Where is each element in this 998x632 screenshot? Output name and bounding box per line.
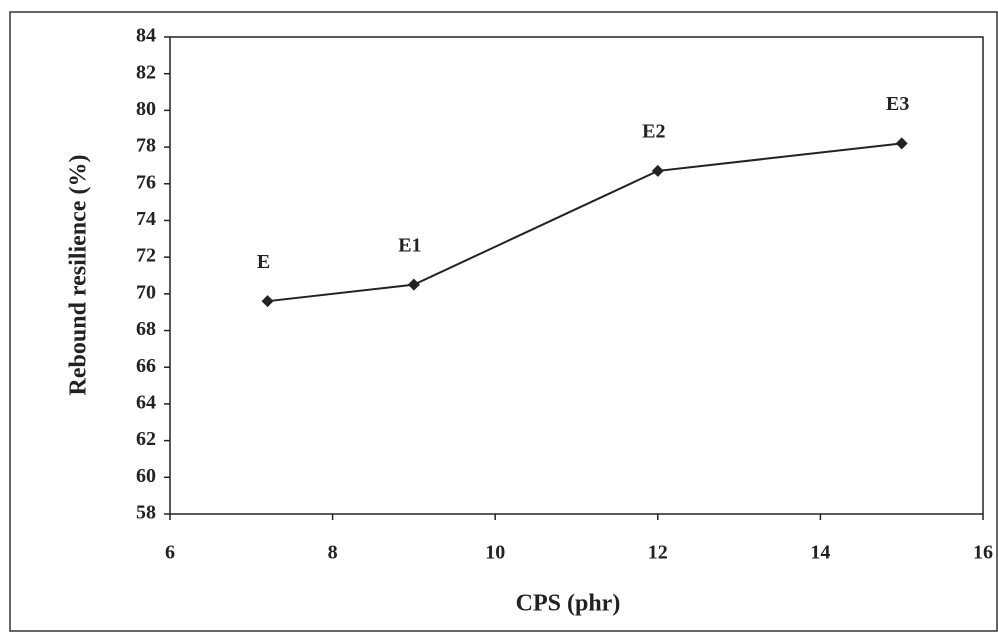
y-tick-label: 80	[136, 98, 156, 120]
x-tick-label: 8	[328, 542, 338, 564]
y-tick-label: 74	[136, 208, 156, 230]
frame	[9, 11, 998, 632]
y-tick-label: 76	[136, 171, 156, 193]
y-tick-label: 84	[136, 25, 156, 47]
x-tick-label: 6	[165, 542, 175, 564]
y-tick-label: 64	[136, 392, 156, 414]
x-tick-label: 16	[973, 542, 993, 564]
y-tick-label: 72	[136, 245, 156, 267]
y-tick-label: 68	[136, 318, 156, 340]
marker	[895, 137, 908, 150]
y-tick-label: 70	[136, 281, 156, 303]
y-tick-label: 58	[136, 502, 156, 524]
plot-area	[169, 36, 984, 515]
marker	[261, 295, 274, 308]
x-tick-label: 12	[648, 542, 668, 564]
y-tick-label: 66	[136, 355, 156, 377]
point-label: E1	[398, 234, 421, 256]
y-tick-label: 82	[136, 61, 156, 83]
line	[267, 142, 902, 303]
y-tick-label: 62	[136, 428, 156, 450]
point-label: E	[257, 251, 270, 273]
x-tick-label: 10	[485, 542, 505, 564]
marker	[651, 164, 664, 177]
marker	[407, 278, 420, 291]
x-tick-label: 14	[810, 542, 830, 564]
y-tick-label: 78	[136, 135, 156, 157]
point-label: E3	[886, 93, 909, 115]
y-tick-label: 60	[136, 465, 156, 487]
point-label: E2	[642, 121, 665, 143]
y-axis-label: Rebound resilience (%)	[66, 155, 92, 396]
x-axis-label: CPS (phr)	[516, 591, 621, 617]
